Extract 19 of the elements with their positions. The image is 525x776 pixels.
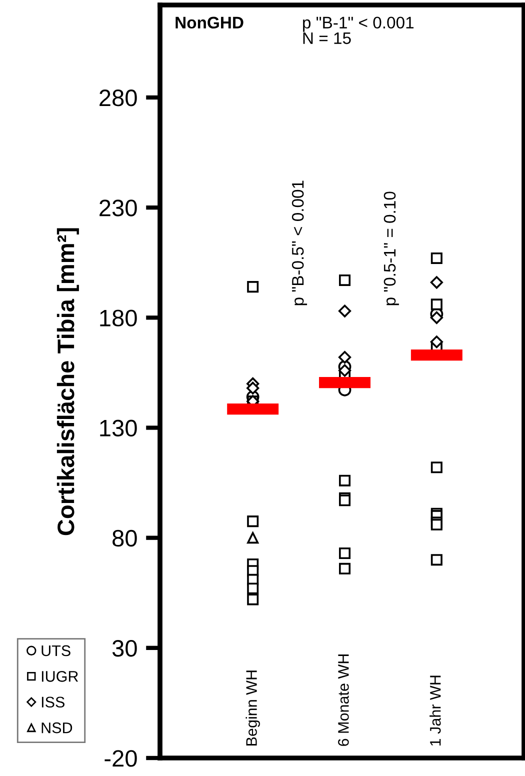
- y-tick-label: 230: [100, 200, 137, 216]
- annotation: p "B-0.5" < 0.001: [292, 180, 308, 306]
- x-tick-label: 6 Monate WH: [338, 654, 349, 746]
- y-tick-label: -20: [104, 750, 137, 767]
- annotation: p "0.5-1" = 0.10: [384, 192, 399, 306]
- x-tick-label: Beginn WH: [246, 670, 260, 746]
- y-tick-label: 30: [112, 640, 137, 657]
- legend-label: IUGR: [42, 671, 78, 682]
- y-tick-label: 180: [100, 310, 137, 326]
- x-tick-label: 1 Jahr WH: [430, 676, 441, 746]
- y-axis-title: Cortikalisfläche Tibia [mm²]: [56, 228, 79, 536]
- y-tick-label: 280: [100, 90, 137, 106]
- annotation: NonGHD: [176, 16, 244, 29]
- legend-label: ISS: [42, 696, 64, 708]
- annotation: p "B-1" < 0.001 N = 15: [303, 16, 414, 44]
- y-tick-label: 130: [100, 420, 137, 437]
- legend-label: NSD: [42, 722, 72, 734]
- y-tick-label: 80: [112, 530, 137, 547]
- legend-label: UTS: [42, 645, 70, 656]
